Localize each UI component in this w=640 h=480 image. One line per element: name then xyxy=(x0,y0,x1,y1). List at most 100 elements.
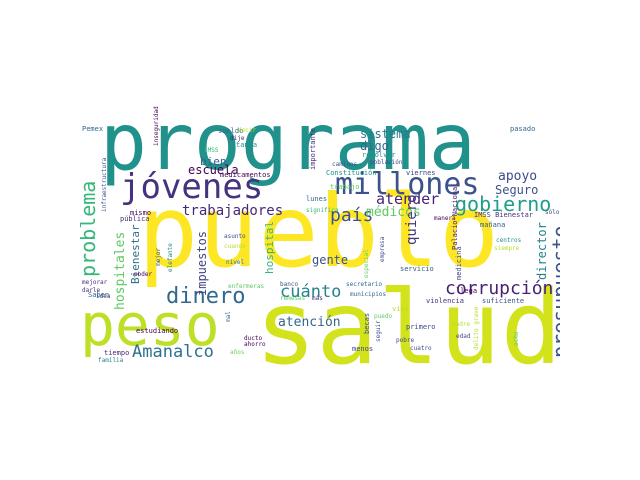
word-gobierno: gobierno xyxy=(455,192,552,216)
word-amanalco: Amanalco xyxy=(132,342,214,362)
word-mismo: mismo xyxy=(130,209,152,217)
word-pais: país xyxy=(330,205,374,226)
word-poblacion: población xyxy=(370,159,403,166)
word-cuando: cuando xyxy=(224,243,246,250)
word-sueldo: sueldo xyxy=(218,127,244,135)
word-infraestructura: infraestructura xyxy=(101,157,108,212)
word-secretario: secretario xyxy=(346,281,383,288)
word-pasado: pasado xyxy=(510,125,536,133)
word-resolver: resolver xyxy=(362,151,396,159)
word-servicio: servicio xyxy=(400,265,434,273)
word-menos: menos xyxy=(352,345,374,353)
word-problema: problema xyxy=(80,180,100,277)
word-enfermeras: enfermeras xyxy=(228,283,265,290)
word-pemex: Pemex xyxy=(82,125,104,133)
word-constitucion: Constitución xyxy=(326,169,377,177)
word-saben: Saben xyxy=(88,291,110,299)
word-manana: mañana xyxy=(480,221,506,229)
word-importante: importante xyxy=(309,127,317,170)
word-pobre: pobre xyxy=(396,337,415,344)
word-atender: atender xyxy=(376,190,440,208)
word-edad: edad xyxy=(456,333,471,340)
word-mejor: mejor xyxy=(155,247,162,266)
word-salud: salud xyxy=(255,269,560,380)
word-apoyo: apoyo xyxy=(498,169,538,184)
word-bien: bien xyxy=(200,155,227,168)
word-sistema: sistema xyxy=(360,127,411,141)
word-hospital: hospital xyxy=(263,221,276,274)
word-darle: darle xyxy=(82,287,101,294)
word-idea: idea xyxy=(96,293,111,300)
word-caminos: caminos xyxy=(332,161,358,168)
word-inseguridad: inseguridad xyxy=(153,106,160,146)
word-trabajadores: trabajadores xyxy=(182,203,284,219)
word-digo: digo xyxy=(360,139,389,153)
word-medicina: medicina xyxy=(455,246,463,280)
word-hospitales: hospitales xyxy=(113,231,128,310)
word-atencion: atención xyxy=(278,315,341,330)
word-gente: gente xyxy=(312,253,349,267)
word-poder: poder xyxy=(134,271,153,278)
word-estudiando: estudiando xyxy=(136,327,179,335)
word-dije: dije xyxy=(230,135,245,142)
word-significa: significa xyxy=(306,207,339,214)
word-familia: familia xyxy=(98,357,124,364)
word-viernes: viernes xyxy=(406,169,436,177)
word-centros: centros xyxy=(496,237,522,244)
word-ducto: ducto xyxy=(244,335,263,342)
word-delito-grave: delito grave xyxy=(473,306,480,350)
word-madre: madre xyxy=(452,321,471,328)
word-mas: más xyxy=(312,295,323,302)
word-escuela: escuela xyxy=(188,163,239,177)
word-medicos: médicos xyxy=(366,205,421,220)
word-peso: peso xyxy=(80,291,220,359)
word-manera: manera xyxy=(434,215,456,222)
word-cuanto: cuánto xyxy=(280,282,342,302)
word-municipios: municipios xyxy=(350,291,387,298)
word-imss: IMSS xyxy=(204,147,219,154)
word-banco: banco xyxy=(280,281,299,288)
word-cloud: programa pueblo salud peso jóvenes millo… xyxy=(80,100,560,380)
word-presupuesto: presupuesto xyxy=(548,225,560,358)
word-director: director xyxy=(535,222,549,280)
word-ahorro: ahorro xyxy=(244,341,266,348)
word-imss-bienestar: IMSS Bienestar xyxy=(474,211,534,219)
word-quiero: quiero xyxy=(404,194,420,245)
word-seguro: Seguro xyxy=(495,183,539,197)
word-programa: programa xyxy=(100,100,476,188)
word-suficiente: suficiente xyxy=(482,297,525,305)
word-millones: millones xyxy=(335,167,480,202)
word-violencia: violencia xyxy=(426,297,464,305)
word-impuestos: impuestos xyxy=(195,230,209,296)
word-dinero: dinero xyxy=(166,284,246,309)
word-decir: decir xyxy=(238,127,257,134)
word-siempre: siempre xyxy=(494,245,520,252)
word-remesas: remesas xyxy=(280,295,306,302)
word-tiempo: tiempo xyxy=(104,349,130,357)
word-medicamentos: medicamentos xyxy=(220,171,271,179)
word-elefante: elefante xyxy=(167,243,174,272)
word-viva: viva xyxy=(392,305,409,313)
word-becas: becas xyxy=(363,312,371,334)
word-llega: llega xyxy=(456,287,478,295)
word-cuatro: cuatro xyxy=(410,345,432,352)
word-asunto: asunto xyxy=(224,233,246,240)
word-anos: años xyxy=(230,349,245,356)
word-mal: mal xyxy=(225,311,232,322)
word-empresa: empresa xyxy=(379,236,386,262)
word-nivel: nivel xyxy=(226,259,245,266)
word-mejorar: mejorar xyxy=(82,279,108,286)
word-jovenes: jóvenes xyxy=(120,167,264,207)
word-solo: sólo xyxy=(545,209,560,216)
word-trabajo: trabajo xyxy=(330,183,360,191)
word-primero: primero xyxy=(406,323,436,331)
word-lunes: lunes xyxy=(306,195,328,203)
word-ocho: ocho xyxy=(513,331,520,346)
word-puedo: puedo xyxy=(374,313,393,320)
word-pueblo: pueblo xyxy=(138,173,500,290)
word-tanta: tanta xyxy=(236,141,258,149)
word-especial: especial xyxy=(363,249,370,278)
word-publica: pública xyxy=(120,215,150,223)
word-seguir: seguir xyxy=(375,320,382,342)
word-corrupcion: corrupción xyxy=(445,278,554,299)
